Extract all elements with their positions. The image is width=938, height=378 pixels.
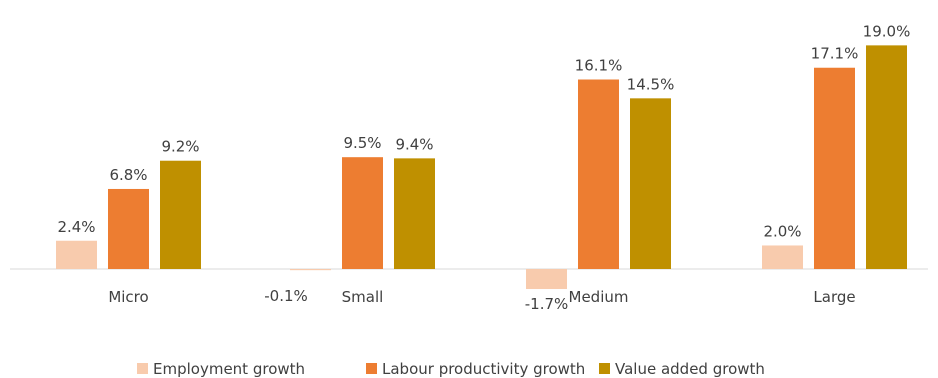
data-label-large-value-added-growth: 19.0% (863, 22, 911, 40)
legend-label-employment-growth: Employment growth (153, 360, 305, 378)
bar-micro-labour-productivity-growth (108, 188, 149, 269)
data-label-small-labour-productivity-growth: 9.5% (343, 134, 381, 152)
legend-item-employment-growth: Employment growth (137, 360, 305, 378)
bar-medium-employment-growth (526, 269, 567, 290)
legend: Employment growth Labour productivity gro… (137, 360, 765, 378)
bar-small-value-added-growth (394, 158, 435, 269)
legend-item-value-added-growth: Value added growth (599, 360, 765, 378)
data-label-micro-labour-productivity-growth: 6.8% (109, 166, 147, 184)
data-label-large-employment-growth: 2.0% (763, 222, 801, 240)
legend-swatch-value-added-growth (599, 363, 610, 374)
bar-large-labour-productivity-growth (814, 67, 855, 269)
data-label-medium-employment-growth: -1.7% (525, 295, 569, 313)
data-label-micro-value-added-growth: 9.2% (161, 138, 199, 156)
category-label-large: Large (813, 288, 855, 306)
bar-micro-employment-growth (56, 240, 97, 269)
category-label-small: Small (342, 288, 384, 306)
legend-swatch-labour-productivity-growth (366, 363, 377, 374)
legend-label-labour-productivity-growth: Labour productivity growth (382, 360, 585, 378)
data-label-micro-employment-growth: 2.4% (57, 218, 95, 236)
bar-large-value-added-growth (866, 45, 907, 270)
bar-small-labour-productivity-growth (342, 157, 383, 269)
category-labels-group: Micro Small Medium Large (108, 288, 855, 306)
data-label-medium-labour-productivity-growth: 16.1% (575, 57, 623, 75)
data-labels-group: 2.4% 6.8% 9.2% -0.1% 9.5% 9.4% -1.7% 16.1%14.5%… (57, 22, 910, 313)
bar-medium-value-added-growth (630, 98, 671, 270)
bar-micro-value-added-growth (160, 160, 201, 269)
legend-item-labour-productivity-growth: Labour productivity growth (366, 360, 585, 378)
data-label-small-employment-growth: -0.1% (264, 287, 308, 305)
bar-medium-labour-productivity-growth (578, 79, 619, 270)
data-label-small-value-added-growth: 9.4% (395, 135, 433, 153)
data-label-large-labour-productivity-growth: 17.1% (811, 45, 859, 63)
legend-label-value-added-growth: Value added growth (615, 360, 765, 378)
data-label-medium-value-added-growth: 14.5% (627, 75, 675, 93)
legend-swatch-employment-growth (137, 363, 148, 374)
bar-small-employment-growth (290, 269, 331, 271)
category-label-medium: Medium (569, 288, 629, 306)
category-label-micro: Micro (108, 288, 148, 306)
bars-group (56, 45, 907, 290)
bar-large-employment-growth (762, 245, 803, 269)
